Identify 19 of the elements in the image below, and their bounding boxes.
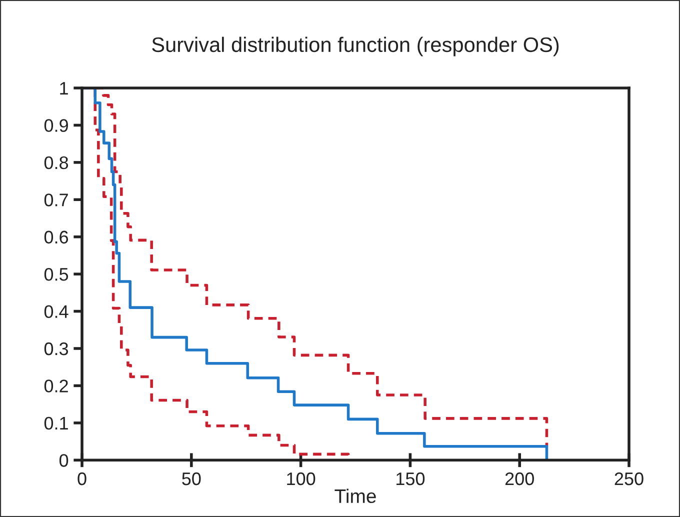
y-tick-label: 0.6: [44, 230, 68, 244]
y-tick-label: 0.4: [44, 305, 68, 318]
x-tick-label: 250: [614, 472, 644, 486]
y-tick-label: 0.5: [44, 268, 68, 281]
x-tick-label: 150: [396, 472, 425, 486]
chart-title: Survival distribution function (responder OS): [152, 36, 559, 56]
y-tick-label: 0.7: [44, 194, 68, 206]
y-tick-label: 1: [60, 82, 68, 95]
x-axis-title: Time: [334, 488, 376, 504]
y-tick-label: 0.2: [44, 380, 68, 392]
x-tick-label: 50: [182, 472, 201, 486]
y-tick-label: 0.8: [44, 156, 68, 170]
x-tick-label: 200: [505, 472, 534, 486]
y-tick-label: 0.3: [44, 342, 68, 356]
y-tick-label: 0.1: [44, 416, 68, 430]
x-tick-label: 0: [78, 472, 86, 486]
x-tick-label: 100: [287, 472, 316, 486]
y-tick-label: 0: [59, 454, 68, 467]
y-tick-label: 0.9: [44, 119, 68, 132]
